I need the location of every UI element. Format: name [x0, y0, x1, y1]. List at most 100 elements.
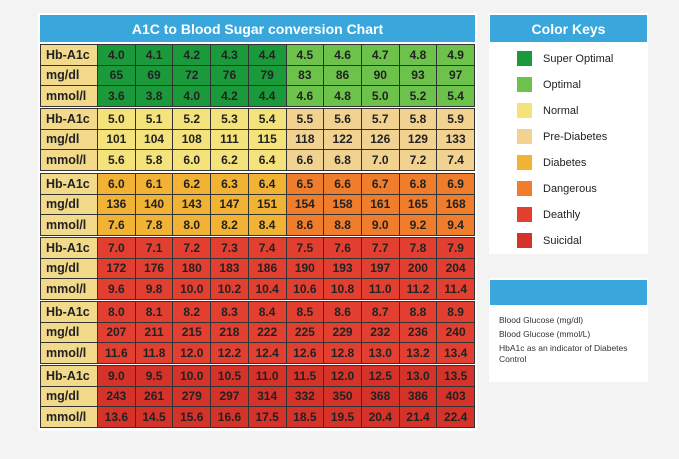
value-cell: 9.8: [135, 279, 173, 299]
value-cell: 79: [248, 65, 286, 86]
value-cell: 147: [211, 194, 248, 215]
value-cell: 8.8: [399, 302, 437, 322]
value-cell: 11.0: [361, 279, 399, 299]
value-cell: 104: [135, 129, 173, 150]
value-cell: 5.9: [437, 109, 474, 129]
value-cell: 8.8: [324, 215, 361, 235]
color-key: Suicidal: [517, 233, 582, 248]
color-key: Deathly: [517, 207, 580, 222]
value-cell: 9.6: [98, 279, 135, 299]
color-key-label: Dangerous: [543, 182, 597, 195]
value-cell: 6.0: [98, 174, 135, 194]
value-cell: 6.2: [211, 150, 248, 170]
value-cell: 4.2: [173, 45, 211, 65]
value-cell: 186: [248, 258, 286, 279]
value-cell: 10.8: [324, 279, 361, 299]
value-cell: 279: [173, 386, 211, 407]
value-cell: 4.7: [361, 45, 399, 65]
value-cell: 8.2: [173, 302, 211, 322]
value-cell: 8.3: [211, 302, 248, 322]
value-cell: 4.4: [248, 45, 286, 65]
value-cell: 172: [98, 258, 135, 279]
value-cell: 12.5: [361, 366, 399, 386]
value-cell: 5.2: [399, 86, 437, 106]
value-cell: 5.5: [286, 109, 324, 129]
value-cell: 14.5: [135, 407, 173, 427]
value-cell: 6.9: [437, 174, 474, 194]
value-cell: 197: [361, 258, 399, 279]
value-cell: 133: [437, 129, 474, 150]
value-cell: 236: [399, 322, 437, 343]
value-cell: 90: [361, 65, 399, 86]
value-cell: 225: [286, 322, 324, 343]
value-cell: 161: [361, 194, 399, 215]
value-cell: 7.6: [324, 238, 361, 258]
value-cell: 13.6: [98, 407, 135, 427]
value-cell: 11.5: [286, 366, 324, 386]
row-label: mg/dl: [41, 322, 97, 343]
value-cell: 4.2: [211, 86, 248, 106]
value-cell: 13.5: [437, 366, 474, 386]
value-cell: 5.1: [135, 109, 173, 129]
row-label: Hb-A1c: [41, 302, 97, 322]
value-cell: 4.6: [286, 86, 324, 106]
value-cell: 86: [324, 65, 361, 86]
value-cell: 204: [437, 258, 474, 279]
value-cell: 6.6: [324, 174, 361, 194]
value-cell: 7.7: [361, 238, 399, 258]
note-text: Blood Glucose (mg/dl): [499, 315, 584, 325]
value-cell: 332: [286, 386, 324, 407]
value-cell: 3.6: [98, 86, 135, 106]
value-cell: 180: [173, 258, 211, 279]
color-key-label: Diabetes: [543, 156, 587, 169]
value-cell: 76: [211, 65, 248, 86]
table-block: Hb-A1c 4.0 4.1 4.2 4.3 4.4 4.5 4.6 4.7 4.8 4.9 mg/d…: [40, 44, 475, 107]
value-cell: 154: [286, 194, 324, 215]
value-cell: 7.6: [98, 215, 135, 235]
value-cell: 5.8: [399, 109, 437, 129]
value-cell: 403: [437, 386, 474, 407]
value-cell: 8.4: [248, 302, 286, 322]
value-cell: 17.5: [248, 407, 286, 427]
row-label: Hb-A1c: [41, 238, 97, 258]
value-cell: 7.8: [135, 215, 173, 235]
value-cell: 83: [286, 65, 324, 86]
color-key-label: Deathly: [543, 208, 581, 221]
value-cell: 350: [324, 386, 361, 407]
value-cell: 11.6: [98, 343, 135, 363]
value-cell: 9.4: [437, 215, 474, 235]
notes-bar: [490, 280, 647, 305]
color-key: Dangerous: [517, 181, 597, 196]
value-cell: 12.4: [248, 343, 286, 363]
value-cell: 72: [173, 65, 211, 86]
value-cell: 10.0: [173, 366, 211, 386]
value-cell: 12.2: [211, 343, 248, 363]
color-key-label: Normal: [543, 104, 579, 117]
row-label: mmol/l: [41, 215, 97, 235]
value-cell: 386: [399, 386, 437, 407]
value-cell: 7.8: [399, 238, 437, 258]
value-cell: 211: [135, 322, 173, 343]
value-cell: 6.4: [248, 150, 286, 170]
value-cell: 7.4: [437, 150, 474, 170]
value-cell: 5.6: [324, 109, 361, 129]
value-cell: 176: [135, 258, 173, 279]
value-cell: 243: [98, 386, 135, 407]
value-cell: 111: [211, 129, 248, 150]
value-cell: 190: [286, 258, 324, 279]
value-cell: 8.0: [98, 302, 135, 322]
value-cell: 151: [248, 194, 286, 215]
color-key: Diabetes: [517, 155, 586, 170]
value-cell: 314: [248, 386, 286, 407]
row-label: Hb-A1c: [41, 174, 97, 194]
value-cell: 16.6: [211, 407, 248, 427]
color-swatch: [517, 207, 532, 222]
row-label: mg/dl: [41, 386, 97, 407]
value-cell: 9.5: [135, 366, 173, 386]
value-cell: 11.4: [437, 279, 474, 299]
color-swatch: [517, 155, 532, 170]
value-cell: 13.4: [437, 343, 474, 363]
value-cell: 7.3: [211, 238, 248, 258]
table-block: Hb-A1c 5.0 5.1 5.2 5.3 5.4 5.5 5.6 5.7 5.8 5.9 mg/d…: [40, 108, 475, 171]
